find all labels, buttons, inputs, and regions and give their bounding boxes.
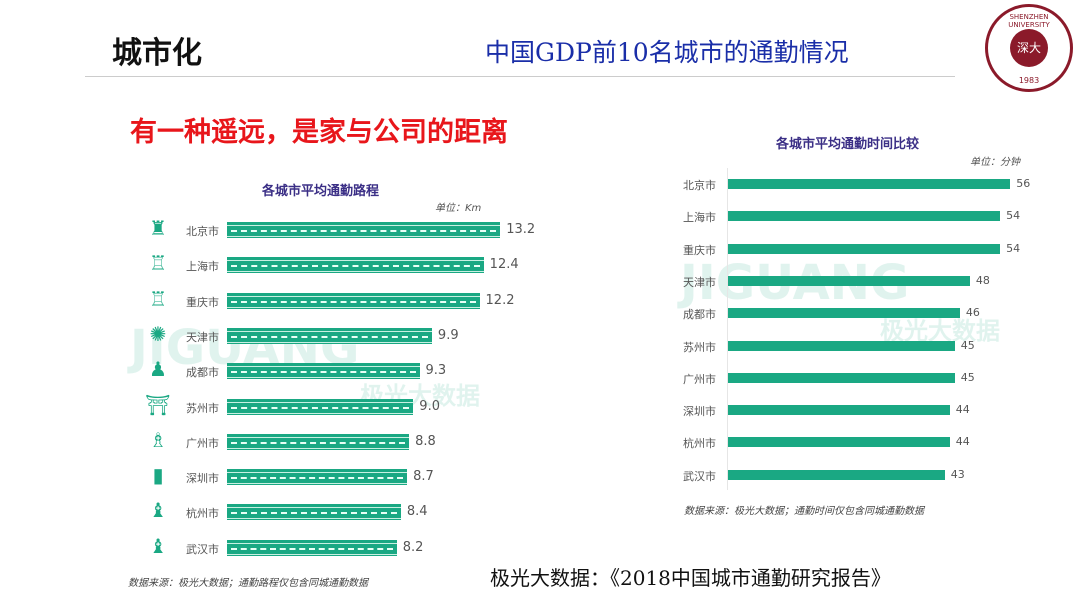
category-label: 苏州市 xyxy=(186,401,219,415)
value-label: 56 xyxy=(1016,177,1031,190)
value-label: 12.2 xyxy=(485,292,515,308)
category-label: 上海市 xyxy=(683,211,716,225)
seal-center: 深大 xyxy=(1010,29,1048,67)
category-label: 武汉市 xyxy=(186,542,219,556)
left-chart-unit: 单位：Km xyxy=(435,203,482,214)
category-label: 北京市 xyxy=(186,225,219,238)
value-label: 13.2 xyxy=(506,222,536,237)
bar xyxy=(728,243,1001,254)
seal-year: 1983 xyxy=(1018,76,1040,85)
category-label: 成都市 xyxy=(683,308,716,322)
bar xyxy=(728,211,1001,222)
category-label: 苏州市 xyxy=(683,340,716,354)
value-label: 9.9 xyxy=(437,327,459,343)
bar xyxy=(227,539,397,556)
value-label: 48 xyxy=(975,273,990,287)
category-label: 重庆市 xyxy=(186,295,219,309)
value-label: 44 xyxy=(955,403,970,417)
value-label: 9.0 xyxy=(419,398,440,414)
value-label: 54 xyxy=(1006,209,1021,223)
city-pagoda-icon: ♝ xyxy=(149,498,167,523)
bar xyxy=(728,179,1011,189)
report-source: 极光大数据：《2018中国城市通勤研究报告》 xyxy=(490,566,891,590)
topic-title: 城市化 xyxy=(112,36,202,71)
bar xyxy=(728,308,960,319)
bar xyxy=(728,372,955,383)
value-label: 9.3 xyxy=(425,363,447,379)
bar xyxy=(728,275,970,286)
seal-text: SHENZHEN UNIVERSITY xyxy=(1008,13,1050,29)
value-label: 43 xyxy=(950,467,965,481)
bar xyxy=(227,398,414,415)
value-label: 54 xyxy=(1006,241,1021,255)
category-label: 深圳市 xyxy=(186,472,219,486)
category-label: 广州市 xyxy=(683,372,716,386)
left-chart-title: 各城市平均通勤路程 xyxy=(262,184,380,199)
slide-title: 中国GDP前10名城市的通勤情况 xyxy=(485,38,849,67)
category-label: 天津市 xyxy=(683,275,716,289)
value-label: 45 xyxy=(960,338,975,352)
bar xyxy=(728,405,950,416)
bar xyxy=(227,469,408,486)
bar xyxy=(227,504,401,521)
bar xyxy=(227,433,410,450)
city-ferris-wheel-icon: ✺ xyxy=(149,321,167,346)
city-pagoda-icon: ♝ xyxy=(149,533,167,558)
city-skyscraper-icon: ▮ xyxy=(152,463,164,488)
header-divider xyxy=(85,76,955,77)
value-label: 46 xyxy=(965,306,980,320)
city-statue-icon: ♟ xyxy=(149,357,167,382)
right-chart-source: 数据来源：极光大数据；通勤时间仅包含同城通勤数据 xyxy=(684,506,924,517)
category-label: 北京市 xyxy=(683,179,716,192)
value-label: 8.7 xyxy=(413,469,434,485)
university-seal-logo: SHENZHEN UNIVERSITY 深大 1983 xyxy=(985,4,1073,92)
category-label: 重庆市 xyxy=(683,243,716,257)
city-canton-tower-icon: ♗ xyxy=(149,427,167,452)
right-chart-axis xyxy=(727,168,728,490)
category-label: 杭州市 xyxy=(683,437,716,451)
value-label: 8.4 xyxy=(406,504,428,520)
category-label: 天津市 xyxy=(186,330,219,344)
value-label: 44 xyxy=(955,435,970,449)
value-label: 8.8 xyxy=(415,433,436,449)
city-tower-icon: ♖ xyxy=(149,286,167,311)
city-temple-icon: ♜ xyxy=(149,216,167,240)
left-chart-source: 数据来源：极光大数据；通勤路程仅包含同城通勤数据 xyxy=(128,578,368,589)
city-tower-icon: ♖ xyxy=(149,251,167,276)
value-label: 45 xyxy=(960,370,975,384)
watermark-cn: 极光大数据 xyxy=(880,317,1000,345)
value-label: 12.4 xyxy=(489,257,519,273)
right-chart-title: 各城市平均通勤时间比较 xyxy=(776,137,920,152)
right-chart-unit: 单位：分钟 xyxy=(970,157,1020,168)
subtitle: 有一种遥远，是家与公司的距离 xyxy=(130,117,508,148)
bar xyxy=(728,437,950,448)
bar xyxy=(227,222,501,238)
bar xyxy=(227,257,484,274)
city-gate-icon: ⛩ xyxy=(145,392,171,417)
category-label: 成都市 xyxy=(186,366,219,380)
category-label: 杭州市 xyxy=(186,507,219,521)
category-label: 上海市 xyxy=(186,260,219,274)
category-label: 广州市 xyxy=(186,436,219,450)
category-label: 武汉市 xyxy=(683,469,716,483)
bar xyxy=(728,469,945,480)
bar xyxy=(227,327,432,344)
value-label: 8.2 xyxy=(402,539,424,555)
bar xyxy=(227,363,420,380)
category-label: 深圳市 xyxy=(683,405,716,419)
bar xyxy=(728,340,955,351)
bar xyxy=(227,292,480,309)
